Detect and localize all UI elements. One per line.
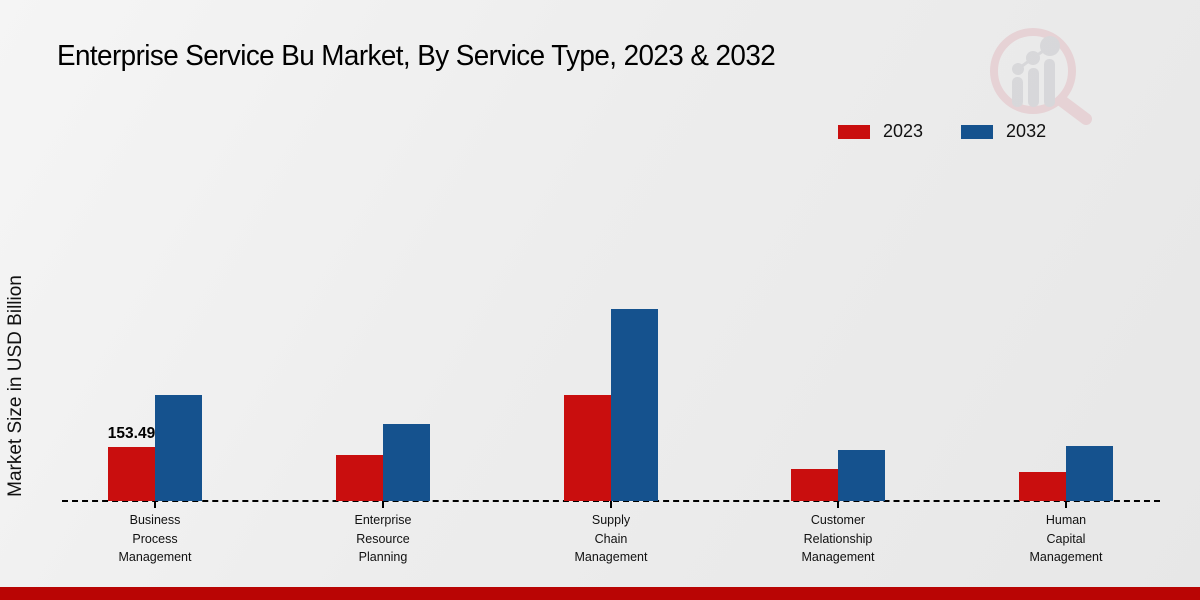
category-label-customer-relationship-management: Customer Relationship Management bbox=[801, 513, 875, 564]
legend-label-2032: 2032 bbox=[1006, 121, 1047, 141]
x-axis-tick bbox=[154, 501, 156, 508]
x-axis-tick bbox=[610, 501, 612, 508]
magnifier-bar-chart-logo-icon bbox=[990, 28, 1092, 125]
x-axis-tick bbox=[382, 501, 384, 508]
bar-2023-enterprise-resource-planning bbox=[336, 455, 383, 501]
bar-2023-business-process-management bbox=[108, 447, 155, 501]
legend-item-2032: 2032 bbox=[961, 121, 1046, 142]
bar-2023-human-capital-management bbox=[1019, 472, 1066, 501]
category-label-business-process-management: Business Process Management bbox=[118, 513, 192, 564]
legend-label-2023: 2023 bbox=[883, 121, 924, 141]
bar-2023-supply-chain-management bbox=[564, 394, 611, 501]
page-title: Enterprise Service Bu Market, By Service… bbox=[57, 40, 776, 72]
category-label-supply-chain-management: Supply Chain Management bbox=[574, 513, 648, 564]
bar-2023-customer-relationship-management bbox=[791, 469, 838, 501]
category-label-human-capital-management: Human Capital Management bbox=[1029, 513, 1103, 564]
x-axis-tick bbox=[1065, 501, 1067, 508]
category-label-enterprise-resource-planning: Enterprise Resource Planning bbox=[354, 513, 412, 564]
bar-2032-customer-relationship-management bbox=[838, 449, 885, 501]
bar-2032-enterprise-resource-planning bbox=[383, 424, 430, 501]
x-axis-tick bbox=[837, 501, 839, 508]
legend-swatch-2023 bbox=[838, 124, 870, 139]
bar-2032-business-process-management bbox=[155, 394, 202, 501]
legend-item-2023: 2023 bbox=[838, 121, 923, 142]
bar-2032-supply-chain-management bbox=[611, 309, 658, 501]
bar-2032-human-capital-management bbox=[1066, 446, 1113, 501]
legend-swatch-2032 bbox=[961, 124, 994, 139]
legend: 2023 2032 bbox=[838, 121, 1046, 142]
footer-accent-bar bbox=[0, 587, 1200, 600]
bar-value-label: 153.49 bbox=[107, 425, 156, 443]
